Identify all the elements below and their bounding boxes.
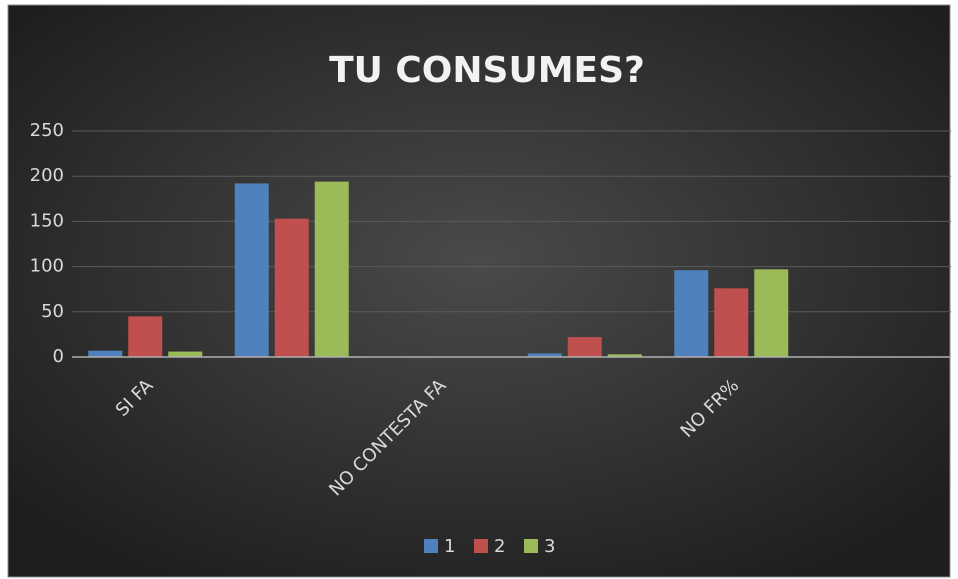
y-tick-label: 250 — [30, 120, 64, 141]
bar — [714, 288, 749, 357]
chart-title: TU CONSUMES? — [329, 50, 645, 91]
bar — [88, 350, 123, 357]
legend-swatch — [424, 539, 438, 553]
chart-area — [7, 4, 951, 578]
legend-label: 1 — [444, 536, 455, 557]
legend-swatch — [524, 539, 538, 553]
bar — [674, 270, 709, 357]
bar — [314, 181, 349, 357]
bar — [168, 351, 203, 357]
legend-label: 2 — [494, 536, 505, 557]
y-tick-label: 100 — [30, 256, 64, 277]
y-tick-label: 0 — [53, 346, 64, 367]
bar — [274, 218, 309, 357]
bar — [234, 183, 269, 357]
y-tick-label: 200 — [30, 165, 64, 186]
bar — [607, 354, 642, 357]
y-tick-label: 150 — [30, 210, 64, 231]
bar — [754, 269, 789, 357]
y-tick-label: 50 — [41, 301, 64, 322]
bar — [567, 337, 602, 357]
bar — [128, 316, 163, 357]
legend-swatch — [474, 539, 488, 553]
legend-label: 3 — [544, 536, 555, 557]
bar — [527, 353, 562, 357]
